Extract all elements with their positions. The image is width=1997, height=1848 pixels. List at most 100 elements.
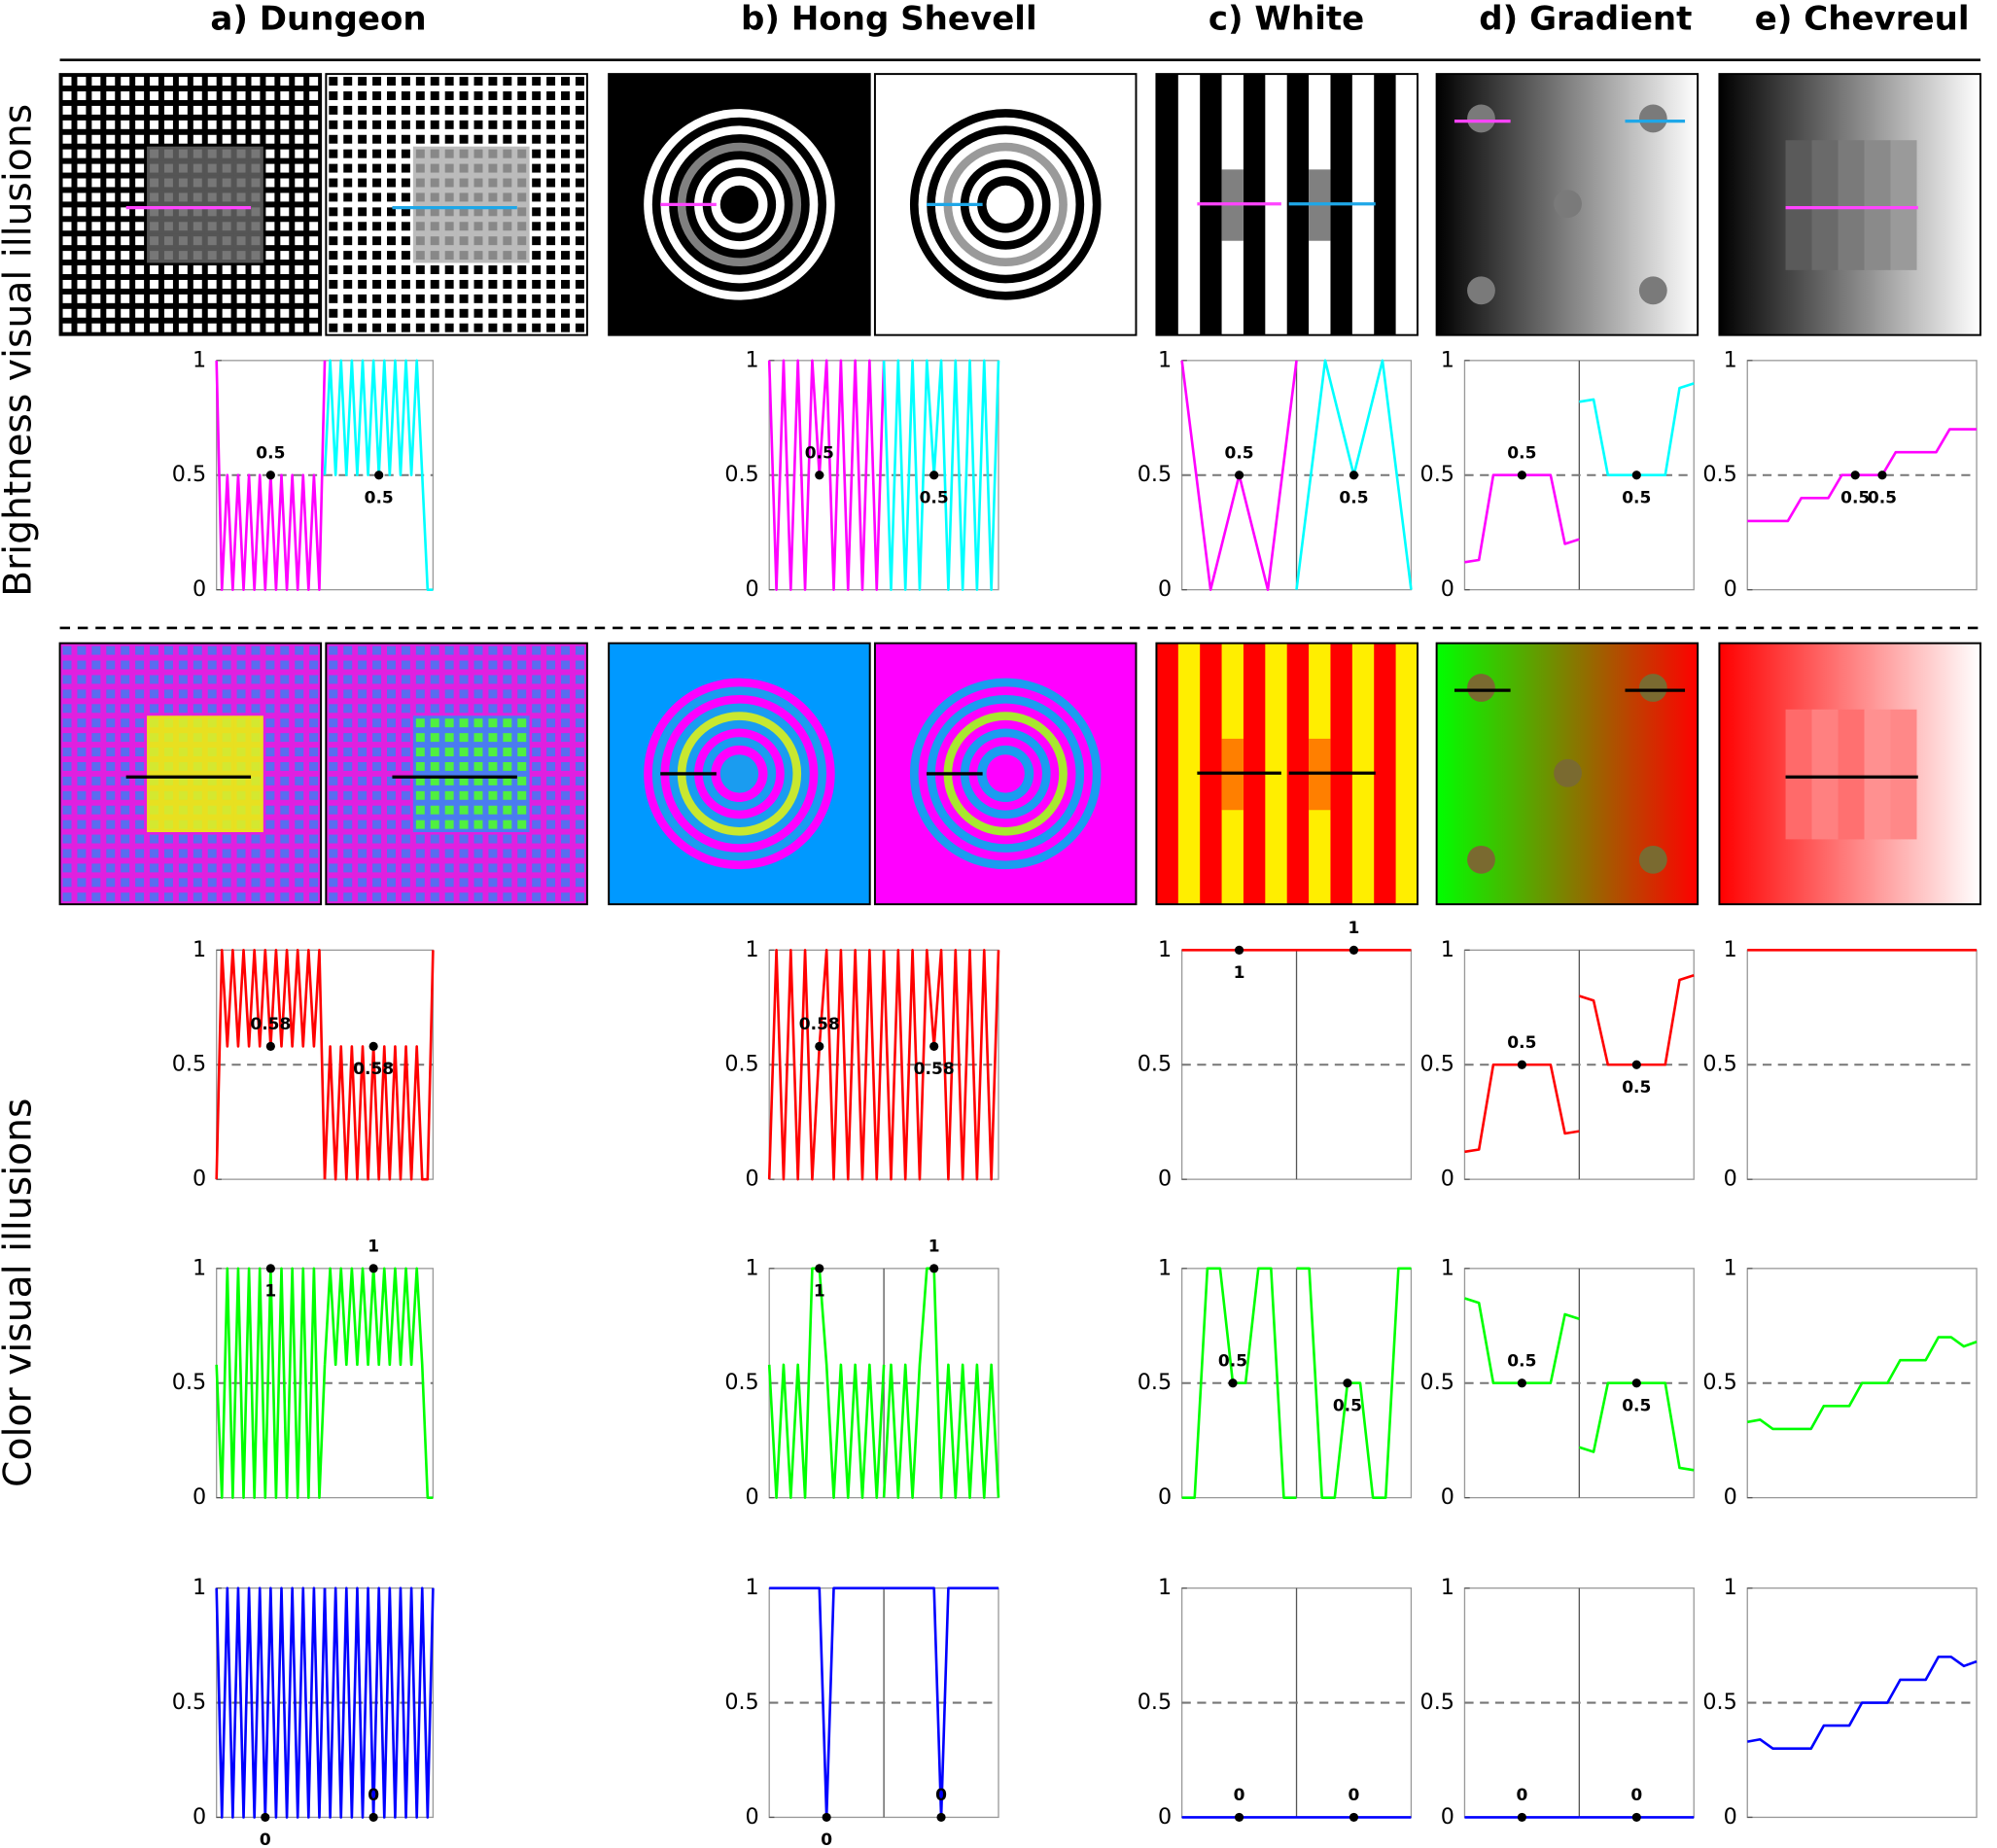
stimulus-square: [207, 149, 217, 158]
stimulus-square: [358, 892, 368, 902]
y-tick-label: 1: [746, 1255, 759, 1280]
stimulus-square: [280, 149, 290, 158]
stimulus-square: [251, 192, 261, 202]
stimulus-square: [178, 308, 188, 318]
annotation-label: 0.5: [1507, 1351, 1536, 1371]
stimulus-square: [444, 819, 454, 829]
stimulus-square: [106, 761, 116, 771]
stimulus-square: [415, 892, 425, 902]
y-tick-label: 0.5: [724, 1370, 758, 1395]
stimulus-square: [135, 236, 145, 246]
stimulus-square: [207, 704, 217, 714]
stimulus-square: [135, 733, 145, 743]
stimulus-square: [207, 790, 217, 800]
stimulus-square: [135, 660, 145, 670]
stimulus-square: [575, 192, 584, 202]
stimulus-square: [532, 192, 542, 202]
stimulus-square: [91, 689, 101, 699]
annotation-label: 0: [1234, 1786, 1245, 1805]
stimulus-square: [121, 878, 130, 888]
stimulus-square: [135, 834, 145, 844]
stimulus-square: [415, 294, 425, 303]
stimulus-square: [444, 776, 454, 785]
stimulus-square: [178, 834, 188, 844]
stimulus-square: [265, 704, 275, 714]
stimulus-square: [546, 863, 556, 873]
stimulus-square: [163, 279, 173, 289]
stimulus-square: [473, 163, 483, 173]
stimulus-square: [207, 834, 217, 844]
stimulus-square: [372, 704, 382, 714]
stimulus-dot: [1467, 276, 1495, 305]
stimulus-square: [91, 849, 101, 858]
stimulus-square: [488, 761, 498, 771]
stimulus-square: [532, 222, 542, 231]
stimulus-square: [236, 790, 246, 800]
stimulus-square: [163, 294, 173, 303]
stimulus-square: [106, 77, 116, 87]
stimulus-square: [473, 790, 483, 800]
stimulus-square: [459, 222, 469, 231]
stimulus-square: [444, 323, 454, 332]
stimulus-square: [193, 675, 202, 684]
stimulus-stripe: [1156, 643, 1179, 905]
stimulus-square: [444, 222, 454, 231]
stimulus-square: [150, 265, 159, 274]
stimulus-square: [150, 834, 159, 844]
stimulus-square: [358, 761, 368, 771]
stimulus-square: [488, 178, 498, 188]
stimulus-square: [503, 776, 512, 785]
stimulus-square: [251, 178, 261, 188]
stimulus-square: [106, 222, 116, 231]
stimulus-square: [488, 91, 498, 100]
stimulus-square: [77, 819, 87, 829]
stimulus-step: [1838, 709, 1865, 840]
stimulus-square: [309, 892, 319, 902]
stimulus-square: [415, 675, 425, 684]
stimulus-square: [517, 279, 527, 289]
stimulus-square: [222, 178, 231, 188]
stimulus-square: [207, 236, 217, 246]
stimulus-square: [91, 134, 101, 144]
stimulus-square: [473, 294, 483, 303]
stimulus-square: [329, 645, 338, 655]
stimulus-square: [444, 236, 454, 246]
stimulus-dot: [1467, 845, 1495, 874]
stimulus-square: [193, 294, 202, 303]
stimulus-square: [575, 149, 584, 158]
stimulus-square: [236, 222, 246, 231]
stimulus-square: [343, 163, 353, 173]
stimulus-square: [77, 704, 87, 714]
stimulus-square: [222, 149, 231, 158]
stimulus-square: [265, 863, 275, 873]
stimulus-square: [343, 704, 353, 714]
stimulus-square: [415, 805, 425, 815]
y-tick-label: 1: [1441, 1575, 1454, 1600]
stimulus-square: [280, 251, 290, 261]
stimulus-square: [178, 805, 188, 815]
stimulus-square: [575, 748, 584, 757]
stimulus-square: [329, 251, 338, 261]
stimulus-square: [193, 689, 202, 699]
stimulus-square: [473, 776, 483, 785]
stimulus-square: [532, 236, 542, 246]
stimulus-square: [444, 207, 454, 217]
stimulus-square: [517, 308, 527, 318]
stimulus-square: [222, 91, 231, 100]
stimulus-square: [503, 236, 512, 246]
stimulus-square: [121, 689, 130, 699]
stimulus-square: [135, 251, 145, 261]
stimulus-square: [401, 105, 410, 115]
stimulus-square: [150, 134, 159, 144]
stimulus-square: [91, 761, 101, 771]
stimulus-step: [1811, 709, 1839, 840]
stimulus-square: [178, 91, 188, 100]
stimulus-square: [517, 863, 527, 873]
stimulus-square: [236, 878, 246, 888]
stimulus-square: [358, 733, 368, 743]
stimulus-square: [561, 178, 570, 188]
stimulus-stripe: [1156, 74, 1179, 335]
stimulus-square: [503, 675, 512, 684]
stimulus-square: [329, 294, 338, 303]
annotation-label: 0.5: [256, 443, 285, 463]
